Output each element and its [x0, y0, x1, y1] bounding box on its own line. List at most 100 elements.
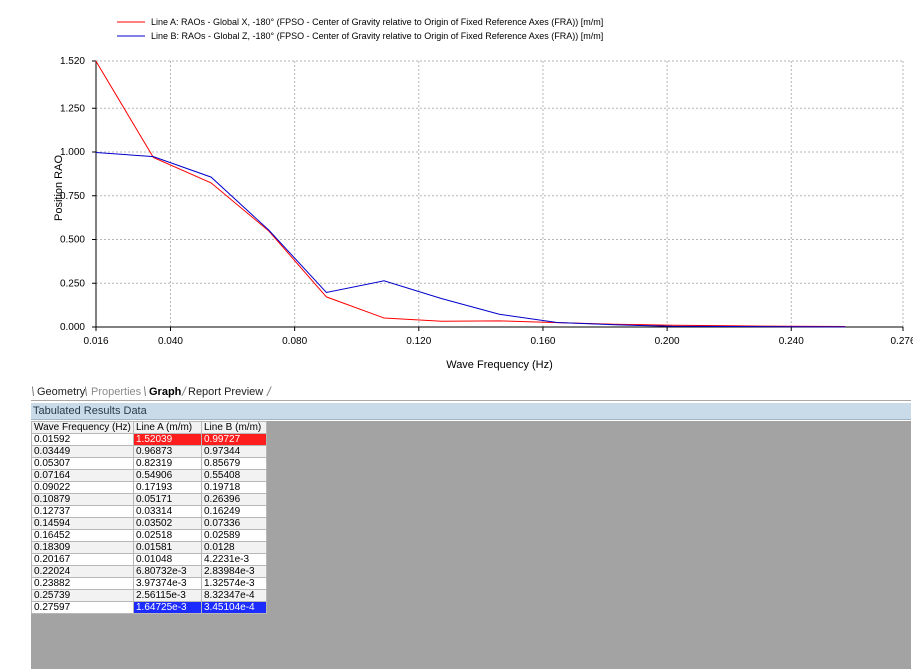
cell-line-b[interactable]: 3.45104e-4 [201, 601, 267, 614]
table-row[interactable]: 0.10879 0.05171 0.26396 [31, 493, 267, 506]
table-row[interactable]: 0.18309 0.01581 0.0128 [31, 541, 267, 554]
table-row[interactable]: 0.16452 0.02518 0.02589 [31, 529, 267, 542]
column-header-line-a[interactable]: Line A (m/m) [133, 421, 202, 434]
chart-legend: Line A: RAOs - Global X, -180° (FPSO - C… [117, 17, 603, 41]
table-row[interactable]: 0.05307 0.82319 0.85679 [31, 457, 267, 470]
table-row[interactable]: 0.20167 0.01048 4.2231e-3 [31, 553, 267, 566]
cell-line-a[interactable]: 0.82319 [133, 457, 202, 470]
cell-line-a[interactable]: 0.96873 [133, 445, 202, 458]
table-row[interactable]: 0.07164 0.54906 0.55408 [31, 469, 267, 482]
table-header-row: Wave Frequency (Hz) Line A (m/m) Line B … [31, 421, 267, 434]
cell-line-b[interactable]: 0.99727 [201, 433, 267, 446]
legend-label-a: Line A: RAOs - Global X, -180° (FPSO - C… [151, 17, 603, 27]
table-row[interactable]: 0.03449 0.96873 0.97344 [31, 445, 267, 458]
cell-frequency[interactable]: 0.01592 [31, 433, 134, 446]
cell-frequency[interactable]: 0.16452 [31, 529, 134, 542]
x-tick-label: 0.016 [83, 336, 108, 347]
cell-frequency[interactable]: 0.23882 [31, 577, 134, 590]
table-row[interactable]: 0.12737 0.03314 0.16249 [31, 505, 267, 518]
table-row[interactable]: 0.14594 0.03502 0.07336 [31, 517, 267, 530]
tab-separator: / [267, 384, 271, 399]
x-tick-label: 0.276 [890, 336, 913, 347]
x-axis-label: Wave Frequency (Hz) [446, 359, 553, 371]
y-axis-label: Position RAO [53, 155, 65, 221]
series-line-b [95, 152, 846, 328]
chart-labels: 0.016 0.040 0.080 0.120 0.160 0.200 0.240 0.276… [53, 56, 913, 371]
x-tick-label: 0.240 [779, 336, 804, 347]
cell-line-b[interactable]: 0.26396 [201, 493, 267, 506]
cell-frequency[interactable]: 0.07164 [31, 469, 134, 482]
table-row[interactable]: 0.22024 6.80732e-3 2.83984e-3 [31, 565, 267, 578]
legend-label-b: Line B: RAOs - Global Z, -180° (FPSO - C… [151, 31, 603, 41]
cell-line-a[interactable]: 0.54906 [133, 469, 202, 482]
cell-line-b[interactable]: 0.85679 [201, 457, 267, 470]
tab-properties[interactable]: Properties [91, 386, 142, 398]
cell-line-a[interactable]: 1.52039 [133, 433, 202, 446]
x-tick-label: 0.040 [158, 336, 183, 347]
tab-graph[interactable]: Graph [149, 386, 182, 398]
cell-line-b[interactable]: 4.2231e-3 [201, 553, 267, 566]
cell-line-a[interactable]: 0.03502 [133, 517, 202, 530]
cell-line-b[interactable]: 0.07336 [201, 517, 267, 530]
chart-series [95, 60, 846, 328]
results-table: Wave Frequency (Hz) Line A (m/m) Line B … [31, 421, 267, 614]
series-line-a [95, 60, 846, 327]
cell-frequency[interactable]: 0.03449 [31, 445, 134, 458]
cell-line-a[interactable]: 0.17193 [133, 481, 202, 494]
x-tick-label: 0.120 [406, 336, 431, 347]
tab-separator: \ [143, 384, 147, 399]
table-row[interactable]: 0.27597 1.64725e-3 3.45104e-4 [31, 601, 267, 614]
cell-line-b[interactable]: 0.02589 [201, 529, 267, 542]
column-header-line-b[interactable]: Line B (m/m) [201, 421, 267, 434]
cell-line-a[interactable]: 2.56115e-3 [133, 589, 202, 602]
cell-line-a[interactable]: 3.97374e-3 [133, 577, 202, 590]
cell-line-b[interactable]: 0.19718 [201, 481, 267, 494]
cell-frequency[interactable]: 0.18309 [31, 541, 134, 554]
tab-geometry[interactable]: Geometry [37, 386, 86, 398]
table-row[interactable]: 0.25739 2.56115e-3 8.32347e-4 [31, 589, 267, 602]
results-panel-header: Tabulated Results Data [31, 403, 911, 420]
y-tick-label: 1.520 [60, 56, 85, 67]
cell-line-b[interactable]: 0.55408 [201, 469, 267, 482]
cell-line-a[interactable]: 0.03314 [133, 505, 202, 518]
tab-separator: \ [31, 384, 35, 399]
cell-line-b[interactable]: 0.97344 [201, 445, 267, 458]
cell-frequency[interactable]: 0.22024 [31, 565, 134, 578]
y-tick-label: 1.000 [60, 147, 85, 158]
tab-bar: \ Geometry \ Properties \ Graph / Report… [31, 384, 911, 401]
table-row[interactable]: 0.23882 3.97374e-3 1.32574e-3 [31, 577, 267, 590]
cell-line-a[interactable]: 0.02518 [133, 529, 202, 542]
tab-report-preview[interactable]: Report Preview [188, 386, 264, 398]
cell-line-a[interactable]: 0.05171 [133, 493, 202, 506]
cell-line-a[interactable]: 0.01581 [133, 541, 202, 554]
cell-frequency[interactable]: 0.10879 [31, 493, 134, 506]
cell-line-b[interactable]: 0.0128 [201, 541, 267, 554]
y-tick-label: 0.000 [60, 322, 85, 333]
rao-chart: Line A: RAOs - Global X, -180° (FPSO - C… [53, 17, 913, 371]
cell-frequency[interactable]: 0.25739 [31, 589, 134, 602]
x-tick-label: 0.080 [282, 336, 307, 347]
cell-frequency[interactable]: 0.14594 [31, 517, 134, 530]
x-tick-label: 0.200 [655, 336, 680, 347]
chart-grid [96, 60, 904, 327]
y-tick-label: 0.750 [60, 191, 85, 202]
cell-line-a[interactable]: 6.80732e-3 [133, 565, 202, 578]
cell-frequency[interactable]: 0.09022 [31, 481, 134, 494]
cell-line-b[interactable]: 8.32347e-4 [201, 589, 267, 602]
table-row[interactable]: 0.09022 0.17193 0.19718 [31, 481, 267, 494]
cell-line-b[interactable]: 0.16249 [201, 505, 267, 518]
cell-line-b[interactable]: 2.83984e-3 [201, 565, 267, 578]
cell-frequency[interactable]: 0.12737 [31, 505, 134, 518]
cell-frequency[interactable]: 0.27597 [31, 601, 134, 614]
cell-line-a[interactable]: 1.64725e-3 [133, 601, 202, 614]
table-row[interactable]: 0.01592 1.52039 0.99727 [31, 433, 267, 446]
cell-frequency[interactable]: 0.20167 [31, 553, 134, 566]
x-tick-label: 0.160 [530, 336, 555, 347]
column-header-frequency[interactable]: Wave Frequency (Hz) [31, 421, 134, 434]
cell-line-a[interactable]: 0.01048 [133, 553, 202, 566]
cell-frequency[interactable]: 0.05307 [31, 457, 134, 470]
tab-separator: / [182, 384, 186, 399]
cell-line-b[interactable]: 1.32574e-3 [201, 577, 267, 590]
results-body: 0.01592 1.52039 0.99727 0.03449 0.96873 0.973… [31, 433, 267, 614]
y-tick-label: 0.500 [60, 235, 85, 246]
